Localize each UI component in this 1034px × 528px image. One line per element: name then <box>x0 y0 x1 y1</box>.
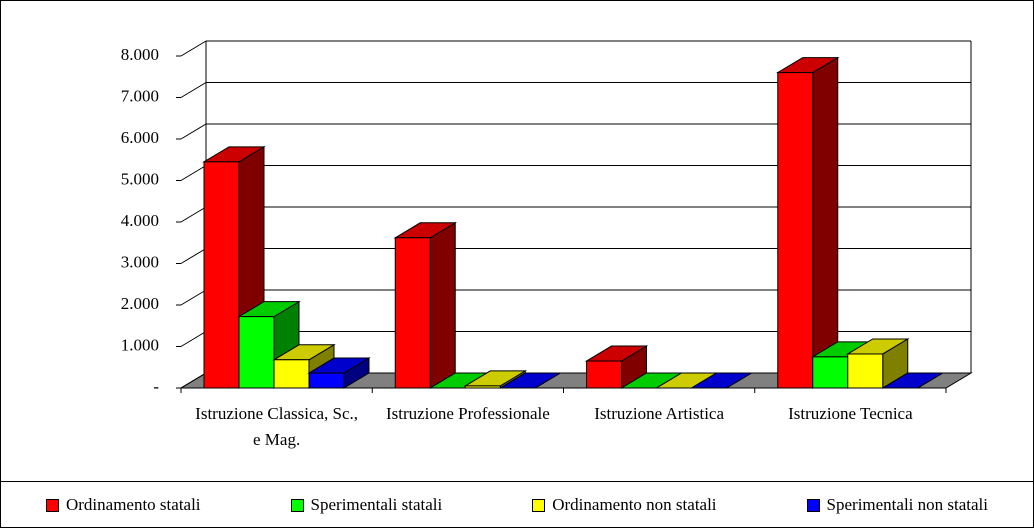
bar-front <box>847 353 884 389</box>
legend-swatch <box>532 498 546 512</box>
bar-front <box>586 360 622 389</box>
bar-front <box>464 385 501 389</box>
legend: Ordinamento statali Sperimentali statali O… <box>1 481 1033 527</box>
grid-diag <box>180 289 207 306</box>
y-tick-label: - <box>153 377 159 396</box>
bar-side <box>429 221 456 389</box>
x-tick-label: Istruzione Professionale <box>385 404 550 423</box>
bar-top <box>689 372 754 389</box>
bar <box>689 372 754 389</box>
y-tick-label: 8.000 <box>121 45 159 64</box>
grid-diag <box>180 40 207 57</box>
bar <box>498 372 563 389</box>
bar <box>845 338 910 389</box>
legend-item: Ordinamento statali <box>45 495 201 515</box>
bar-front <box>203 161 240 389</box>
legend-label: Ordinamento statali <box>65 495 201 514</box>
legend-item: Sperimentali statali <box>290 495 443 515</box>
y-tick-label: 4.000 <box>121 211 159 230</box>
bar-front <box>812 356 849 389</box>
grid-diag <box>180 331 207 347</box>
grid-diag <box>180 123 207 140</box>
legend-item: Ordinamento non statali <box>532 495 717 515</box>
bar-front <box>308 372 345 389</box>
side-wall <box>180 372 207 389</box>
legend-label: Ordinamento non statali <box>552 495 717 514</box>
bar <box>393 221 458 389</box>
x-tick-label: Istruzione Tecnica <box>788 404 913 423</box>
legend-item: Sperimentali non statali <box>806 495 988 515</box>
x-tick-label: Istruzione Classica, Sc., e Mag. <box>195 404 359 449</box>
bar <box>880 372 945 389</box>
y-tick-label: 7.000 <box>121 86 159 105</box>
legend-swatch <box>806 498 820 512</box>
grid-diag <box>180 248 207 264</box>
bar-front <box>238 316 275 389</box>
y-tick-label: 1.000 <box>121 335 159 354</box>
bar-front <box>273 359 310 389</box>
grid-diag <box>180 82 207 98</box>
legend-label: Sperimentali non statali <box>826 495 988 514</box>
y-tick-label: 6.000 <box>121 128 159 147</box>
legend-swatch <box>45 498 59 512</box>
grid-diag <box>180 206 207 223</box>
bar-top <box>498 372 563 389</box>
bar-front <box>394 237 431 389</box>
bar <box>307 357 371 389</box>
bar <box>775 56 840 389</box>
plot: - 1.000 2.000 3.000 4.000 5.000 6.000 7.000 8.00… <box>121 40 973 396</box>
x-tick-label: Istruzione Artistica <box>594 404 725 423</box>
bar <box>237 300 301 389</box>
legend-label: Sperimentali statali <box>310 495 443 514</box>
y-tick-label: 5.000 <box>121 169 159 188</box>
legend-swatch <box>290 498 304 512</box>
bar-top <box>880 372 945 389</box>
grid-diag <box>180 165 207 181</box>
bar-front <box>777 72 814 389</box>
bar <box>584 345 649 389</box>
y-tick-label: 3.000 <box>121 252 159 271</box>
bar-side <box>812 56 839 389</box>
y-tick-label: 2.000 <box>121 294 159 313</box>
